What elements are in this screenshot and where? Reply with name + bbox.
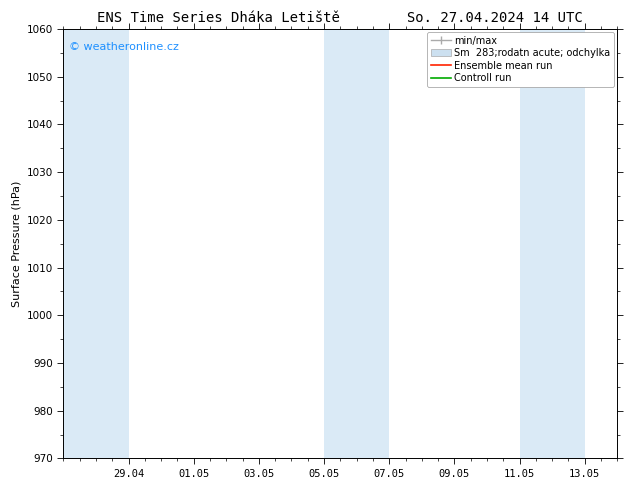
Title: ENS Time Series Dháka Letiště        So. 27.04.2024 14 UTC: ENS Time Series Dháka Letiště So. 27.04.…	[98, 11, 583, 25]
Text: © weatheronline.cz: © weatheronline.cz	[69, 42, 179, 52]
Bar	[520, 29, 585, 459]
Y-axis label: Surface Pressure (hPa): Surface Pressure (hPa)	[11, 181, 21, 307]
Bar	[324, 29, 389, 459]
Legend: min/max, Sm  283;rodatn acute; odchylka, Ensemble mean run, Controll run: min/max, Sm 283;rodatn acute; odchylka, …	[427, 32, 614, 87]
Bar	[63, 29, 129, 459]
